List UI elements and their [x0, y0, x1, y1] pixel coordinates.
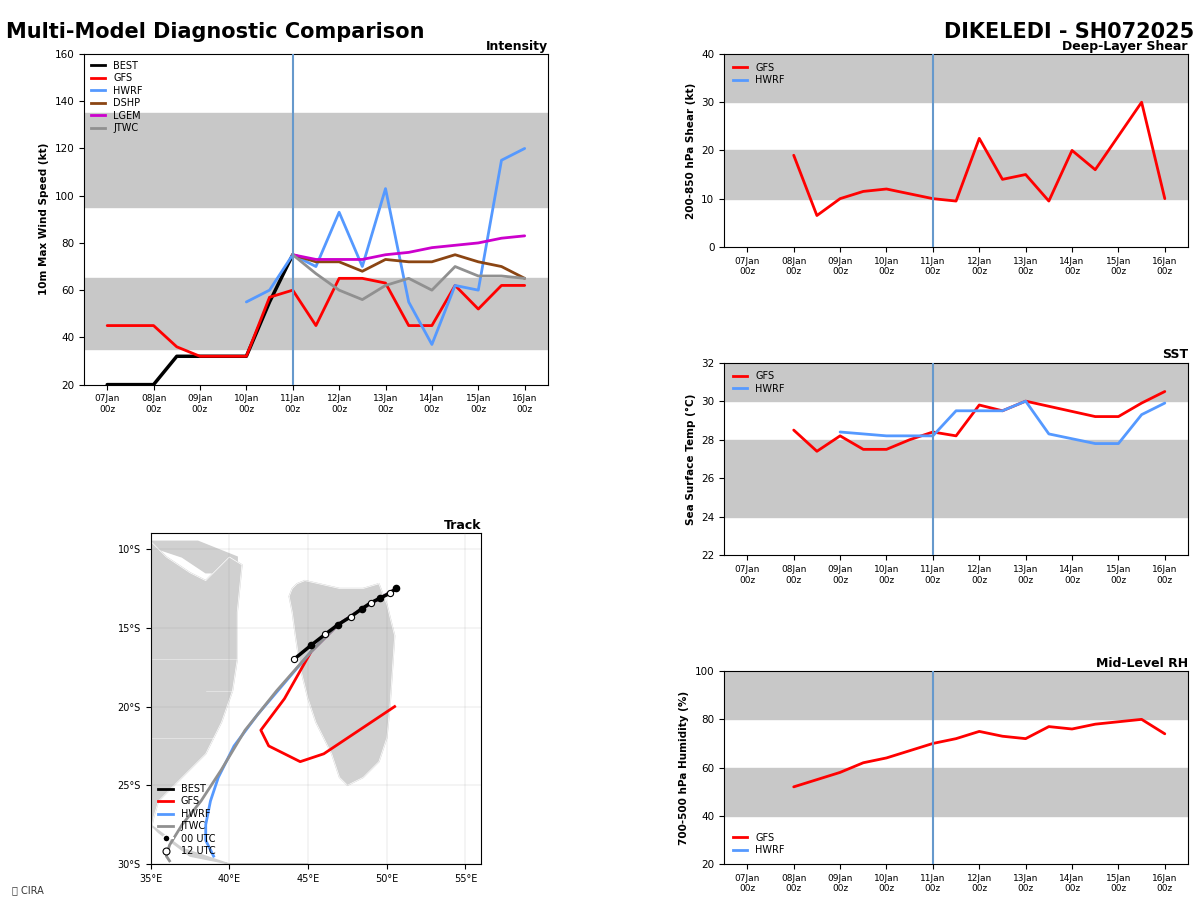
Bar [84, 278, 548, 349]
Polygon shape [289, 580, 395, 786]
Polygon shape [151, 824, 308, 864]
Text: Track: Track [444, 519, 481, 532]
Bar [724, 54, 1188, 103]
Y-axis label: 10m Max Wind Speed (kt): 10m Max Wind Speed (kt) [38, 143, 49, 295]
Text: Multi-Model Diagnostic Comparison: Multi-Model Diagnostic Comparison [6, 22, 425, 42]
Bar [724, 440, 1188, 517]
Point [329, 617, 348, 632]
Legend: BEST, GFS, HWRF, JTWC, 00 UTC, 12 UTC: BEST, GFS, HWRF, JTWC, 00 UTC, 12 UTC [156, 781, 218, 860]
Y-axis label: Sea Surface Temp (°C): Sea Surface Temp (°C) [685, 393, 696, 525]
Text: SST: SST [1162, 348, 1188, 362]
Point [361, 596, 380, 610]
Bar [724, 150, 1188, 199]
Bar [84, 113, 548, 208]
Point [371, 590, 390, 605]
Bar [724, 363, 1188, 401]
Y-axis label: 700-500 hPa Humidity (%): 700-500 hPa Humidity (%) [679, 690, 689, 844]
Y-axis label: 200-850 hPa Shear (kt): 200-850 hPa Shear (kt) [685, 82, 696, 219]
Text: Intensity: Intensity [486, 40, 548, 53]
Text: Ⓒ CIRA: Ⓒ CIRA [12, 886, 43, 896]
Text: Mid-Level RH: Mid-Level RH [1096, 657, 1188, 670]
Point [352, 602, 371, 616]
Legend: GFS, HWRF: GFS, HWRF [728, 367, 788, 398]
Bar [724, 768, 1188, 815]
Point [301, 638, 320, 652]
Legend: GFS, HWRF: GFS, HWRF [728, 58, 788, 89]
Legend: GFS, HWRF: GFS, HWRF [728, 829, 788, 860]
Point [386, 581, 406, 596]
Bar [724, 671, 1188, 719]
Polygon shape [151, 541, 242, 832]
Point [316, 627, 335, 642]
Point [341, 609, 360, 624]
Legend: BEST, GFS, HWRF, DSHP, LGEM, JTWC: BEST, GFS, HWRF, DSHP, LGEM, JTWC [89, 58, 145, 135]
Text: Deep-Layer Shear: Deep-Layer Shear [1062, 40, 1188, 53]
Polygon shape [151, 541, 238, 572]
Point [380, 586, 400, 600]
Text: DIKELEDI - SH072025: DIKELEDI - SH072025 [943, 22, 1194, 42]
Point [284, 652, 304, 667]
